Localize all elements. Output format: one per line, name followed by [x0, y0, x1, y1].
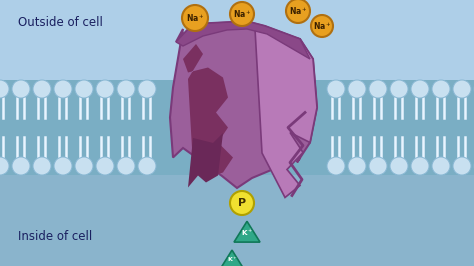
Circle shape — [411, 157, 429, 175]
Circle shape — [230, 191, 254, 215]
Polygon shape — [183, 44, 233, 177]
Circle shape — [348, 80, 366, 98]
Circle shape — [96, 157, 114, 175]
Circle shape — [0, 157, 9, 175]
Text: K$^+$: K$^+$ — [241, 228, 253, 238]
Circle shape — [12, 80, 30, 98]
Circle shape — [453, 157, 471, 175]
Circle shape — [327, 80, 345, 98]
Circle shape — [230, 2, 254, 26]
Circle shape — [75, 157, 93, 175]
Circle shape — [390, 157, 408, 175]
Text: Na$^+$: Na$^+$ — [186, 12, 204, 24]
Circle shape — [33, 157, 51, 175]
Polygon shape — [176, 20, 310, 59]
Text: Inside of cell: Inside of cell — [18, 230, 92, 243]
Circle shape — [327, 157, 345, 175]
Circle shape — [0, 80, 9, 98]
Text: Na$^+$: Na$^+$ — [233, 8, 251, 20]
Bar — [0, 170, 474, 266]
Circle shape — [369, 157, 387, 175]
Circle shape — [348, 157, 366, 175]
Circle shape — [138, 80, 156, 98]
Circle shape — [96, 80, 114, 98]
Circle shape — [75, 80, 93, 98]
Polygon shape — [188, 133, 223, 188]
Circle shape — [390, 80, 408, 98]
Circle shape — [138, 157, 156, 175]
Polygon shape — [255, 29, 317, 197]
Text: P: P — [238, 198, 246, 208]
Polygon shape — [170, 20, 317, 188]
Polygon shape — [221, 250, 243, 266]
Circle shape — [411, 80, 429, 98]
Circle shape — [311, 15, 333, 37]
Circle shape — [286, 0, 310, 23]
Circle shape — [432, 80, 450, 98]
Circle shape — [432, 157, 450, 175]
Text: Na$^+$: Na$^+$ — [313, 20, 331, 32]
Circle shape — [12, 157, 30, 175]
Bar — [0, 80, 474, 175]
Polygon shape — [234, 221, 260, 242]
Circle shape — [54, 80, 72, 98]
Bar — [0, 0, 474, 90]
Text: Outside of cell: Outside of cell — [18, 16, 103, 29]
Circle shape — [117, 157, 135, 175]
Text: Na$^+$: Na$^+$ — [289, 5, 307, 17]
Circle shape — [117, 80, 135, 98]
Text: K$^+$: K$^+$ — [227, 256, 237, 264]
Circle shape — [33, 80, 51, 98]
Circle shape — [182, 5, 208, 31]
Circle shape — [453, 80, 471, 98]
Circle shape — [369, 80, 387, 98]
Circle shape — [54, 157, 72, 175]
